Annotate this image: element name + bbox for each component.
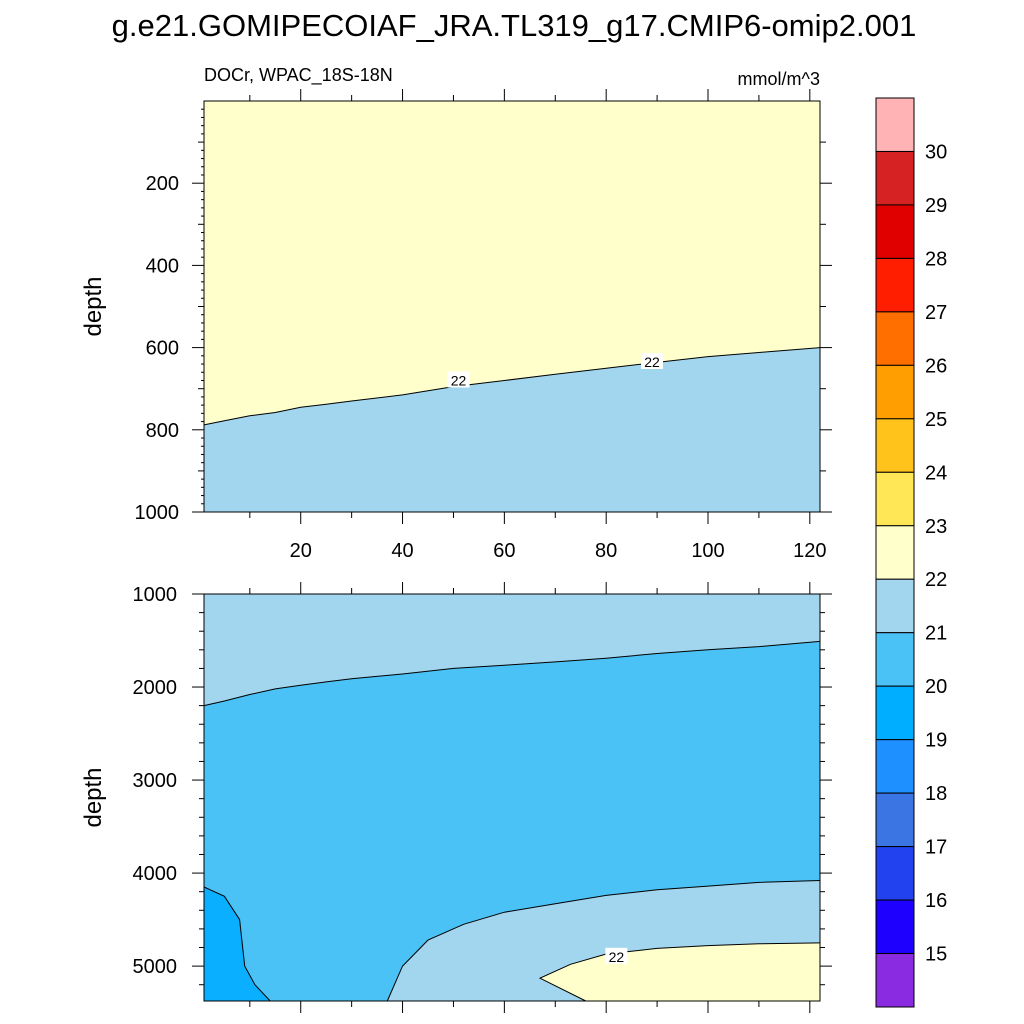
- x-tick-label: 40: [391, 540, 413, 562]
- colorbar-label: 17: [925, 837, 947, 859]
- y-tick-label: 1000: [135, 502, 180, 524]
- y-axis-label: depth: [80, 767, 107, 827]
- colorbar-swatch: [875, 632, 915, 687]
- colorbar-label: 30: [925, 141, 947, 163]
- colorbar-label: 27: [925, 302, 947, 324]
- colorbar-label: 18: [925, 783, 947, 805]
- colorbar-swatch: [875, 792, 915, 848]
- colorbar-label: 22: [925, 569, 947, 591]
- x-tick-label: 60: [493, 540, 515, 562]
- y-tick-label: 200: [146, 173, 179, 195]
- contour-label-bg: [641, 352, 663, 369]
- colorbar-label: 24: [925, 462, 947, 484]
- colorbar-label: 28: [925, 248, 947, 270]
- colorbar-label: 26: [925, 355, 947, 377]
- region-19-20: [204, 887, 271, 1001]
- contour-line-22: [538, 942, 821, 1002]
- upper-panel: 22 22 200 400 600 800 1000 20 40 60 80 100 120 depth: [80, 89, 832, 562]
- colorbar-swatch: [875, 97, 915, 152]
- colorbar-swatch: [875, 418, 915, 473]
- colorbar-swatch: [875, 953, 915, 1008]
- colorbar-swatch: [875, 899, 915, 955]
- y-tick-label: 2000: [133, 677, 178, 699]
- y-tick-label: 5000: [133, 956, 178, 978]
- y-tick-label: 1000: [133, 584, 178, 606]
- colorbar-label: 25: [925, 409, 947, 431]
- x-tick-label: 80: [595, 540, 617, 562]
- y-tick-label: 3000: [133, 770, 178, 792]
- colorbar-swatch: [875, 846, 915, 901]
- contour-line-21-lower: [386, 880, 821, 1002]
- contour-label: 22: [644, 354, 660, 370]
- y-tick-label: 400: [146, 255, 179, 277]
- colorbar-label: 15: [925, 944, 947, 966]
- x-tick-label: 100: [691, 540, 724, 562]
- contour-label: 22: [451, 372, 467, 388]
- y-tick-label: 600: [146, 338, 179, 360]
- variable-label: DOCr, WPAC_18S-18N: [204, 65, 393, 86]
- colorbar-swatch: [875, 739, 915, 794]
- x-tick-label: 120: [793, 540, 826, 562]
- colorbar-label: 19: [925, 730, 947, 752]
- colorbar: 30 29 28 27 26 25 24 23 22 21 20 19 18 17 16 15: [875, 97, 947, 1008]
- colorbar-swatch: [875, 311, 915, 366]
- figure-title: g.e21.GOMIPECOIAF_JRA.TL319_g17.CMIP6-om…: [112, 8, 917, 43]
- region-20-21: [204, 641, 820, 1001]
- colorbar-swatch: [875, 525, 915, 580]
- contour-label-bg: [605, 947, 628, 964]
- contour-line-22: [203, 347, 821, 426]
- contour-line-21-upper: [203, 640, 821, 707]
- x-tick-label: 20: [290, 540, 312, 562]
- colorbar-swatch: [875, 364, 915, 420]
- y-tick-label: 800: [146, 420, 179, 442]
- colorbar-swatch: [875, 204, 915, 259]
- colorbar-label: 23: [925, 516, 947, 538]
- colorbar-swatch: [875, 578, 915, 634]
- lower-panel: 22 1000 2000 3000 4000 5000 depth: [80, 582, 832, 1013]
- y-axis-label: depth: [80, 276, 107, 336]
- colorbar-label: 21: [925, 623, 947, 645]
- region-21-22: [204, 347, 820, 512]
- contour-line-20: [203, 886, 271, 1002]
- contour-label: 22: [609, 949, 625, 965]
- colorbar-label: 16: [925, 890, 947, 912]
- colorbar-swatch: [875, 685, 915, 741]
- colorbar-label: 29: [925, 195, 947, 217]
- colorbar-swatch: [875, 257, 915, 313]
- contour-label-bg: [447, 371, 470, 388]
- colorbar-swatch: [875, 150, 915, 206]
- units-label: mmol/m^3: [738, 69, 820, 89]
- y-tick-label: 4000: [133, 863, 178, 885]
- plot-frame: [203, 593, 821, 1002]
- colorbar-label: 20: [925, 676, 947, 698]
- colorbar-swatch: [875, 471, 915, 527]
